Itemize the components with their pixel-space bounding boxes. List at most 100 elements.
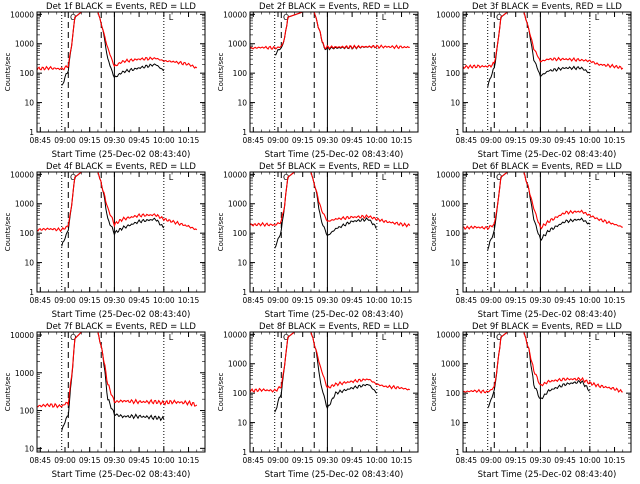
panel-ylabel: Counts/sec (4, 213, 12, 252)
marker-letter: L (382, 173, 387, 182)
y-tick-label: 100 (446, 229, 461, 238)
detector-panel: Det 3f BLACK = Events, RED = LLD Counts/s… (430, 2, 632, 160)
y-tick-label: 1000 (15, 369, 34, 378)
panel-xlabel: Start Time (25-Dec-02 08:43:40) (265, 150, 404, 160)
x-tick-label: 09:15 (505, 136, 527, 145)
detector-panel: Det 6f BLACK = Events, RED = LLD Counts/s… (430, 162, 632, 320)
marker-letter: L (382, 13, 387, 22)
events-series-line (61, 172, 165, 247)
x-tick-label: 08:45 (29, 136, 51, 145)
y-tick-label: 1 (29, 128, 34, 137)
lld-series-line (250, 172, 411, 228)
x-tick-label: 10:15 (604, 136, 626, 145)
events-series-line (274, 332, 378, 413)
y-tick-label: 10 (24, 99, 34, 108)
y-tick-label: 10 (24, 444, 34, 453)
marker-letter: O (283, 13, 289, 22)
x-tick-label: 10:00 (153, 296, 175, 305)
lld-series-line (463, 332, 623, 394)
x-tick-label: 09:15 (79, 136, 101, 145)
y-tick-label: 10 (450, 259, 460, 268)
y-tick-label: 100 (233, 229, 248, 238)
y-tick-label: 100 (20, 407, 35, 416)
panel-title: Det 8f BLACK = Events, RED = LLD (259, 322, 409, 332)
lld-series-line (250, 12, 410, 50)
x-tick-label: 10:15 (178, 296, 200, 305)
y-tick-label: 100 (233, 389, 248, 398)
x-tick-label: 10:00 (579, 456, 601, 465)
panel-xlabel: Start Time (25-Dec-02 08:43:40) (265, 470, 404, 480)
y-tick-label: 10000 (223, 330, 247, 339)
plot-frame (249, 171, 419, 293)
x-tick-label: 10:15 (178, 456, 200, 465)
x-tick-label: 09:30 (530, 136, 552, 145)
y-tick-label: 100 (446, 389, 461, 398)
panel-ylabel: Counts/sec (430, 373, 438, 412)
panel-title: Det 5f BLACK = Events, RED = LLD (259, 162, 409, 172)
x-tick-label: 10:15 (391, 456, 413, 465)
plot-frame (36, 331, 206, 453)
panel-ylabel: Counts/sec (430, 53, 438, 92)
marker-letter: O (283, 173, 289, 182)
panel-ylabel: Counts/sec (217, 213, 225, 252)
x-tick-label: 08:45 (455, 136, 477, 145)
y-tick-label: 1000 (228, 200, 247, 209)
x-tick-label: 09:30 (104, 136, 126, 145)
x-tick-label: 09:00 (267, 136, 289, 145)
x-tick-label: 10:15 (391, 136, 413, 145)
panel-ylabel: Counts/sec (430, 213, 438, 252)
y-tick-label: 1 (455, 448, 460, 457)
events-series-line (61, 12, 165, 86)
detector-panel: Det 7f BLACK = Events, RED = LLD Counts/s… (4, 322, 206, 480)
marker-letter: O (496, 333, 502, 342)
lld-series-line (250, 332, 411, 393)
marker-letter: L (169, 173, 174, 182)
panel-title: Det 3f BLACK = Events, RED = LLD (472, 2, 622, 12)
y-tick-label: 10 (24, 259, 34, 268)
y-tick-label: 10000 (436, 330, 460, 339)
y-tick-label: 10000 (10, 170, 34, 179)
panel-title: Det 9f BLACK = Events, RED = LLD (472, 322, 622, 332)
lld-series-line (37, 172, 198, 233)
y-tick-label: 10 (237, 259, 247, 268)
y-tick-label: 10 (237, 419, 247, 428)
lld-series-line (37, 12, 198, 71)
y-tick-label: 1 (455, 128, 460, 137)
plot-frame (462, 331, 632, 453)
marker-letter: L (595, 173, 600, 182)
x-tick-label: 09:45 (128, 296, 150, 305)
x-tick-label: 10:00 (579, 296, 601, 305)
y-tick-label: 1000 (15, 40, 34, 49)
panel-xlabel: Start Time (25-Dec-02 08:43:40) (478, 150, 617, 160)
y-tick-label: 1 (455, 288, 460, 297)
x-tick-label: 09:00 (54, 296, 76, 305)
y-tick-label: 100 (446, 69, 461, 78)
x-tick-label: 09:00 (54, 456, 76, 465)
x-tick-label: 09:15 (505, 296, 527, 305)
y-tick-label: 1000 (15, 200, 34, 209)
events-series-line (61, 332, 165, 431)
lld-series-line (463, 172, 623, 231)
marker-letter: L (595, 333, 600, 342)
y-tick-label: 1000 (228, 360, 247, 369)
x-tick-label: 09:00 (480, 296, 502, 305)
events-series-line (274, 172, 377, 249)
y-tick-label: 100 (20, 229, 35, 238)
x-tick-label: 09:45 (341, 456, 363, 465)
marker-letter: L (595, 13, 600, 22)
x-tick-label: 09:00 (267, 296, 289, 305)
x-tick-label: 08:45 (29, 456, 51, 465)
panel-title: Det 6f BLACK = Events, RED = LLD (472, 162, 622, 172)
x-tick-label: 09:45 (554, 136, 576, 145)
detector-panel: Det 9f BLACK = Events, RED = LLD Counts/s… (430, 322, 632, 480)
x-tick-label: 09:45 (554, 456, 576, 465)
x-tick-label: 09:30 (317, 136, 339, 145)
detector-panel: Det 5f BLACK = Events, RED = LLD Counts/s… (217, 162, 419, 320)
plot-frame (36, 171, 206, 293)
plot-frame (249, 11, 419, 133)
x-tick-label: 09:45 (128, 456, 150, 465)
x-tick-label: 09:45 (554, 296, 576, 305)
y-tick-label: 10 (237, 99, 247, 108)
x-tick-label: 09:15 (505, 456, 527, 465)
